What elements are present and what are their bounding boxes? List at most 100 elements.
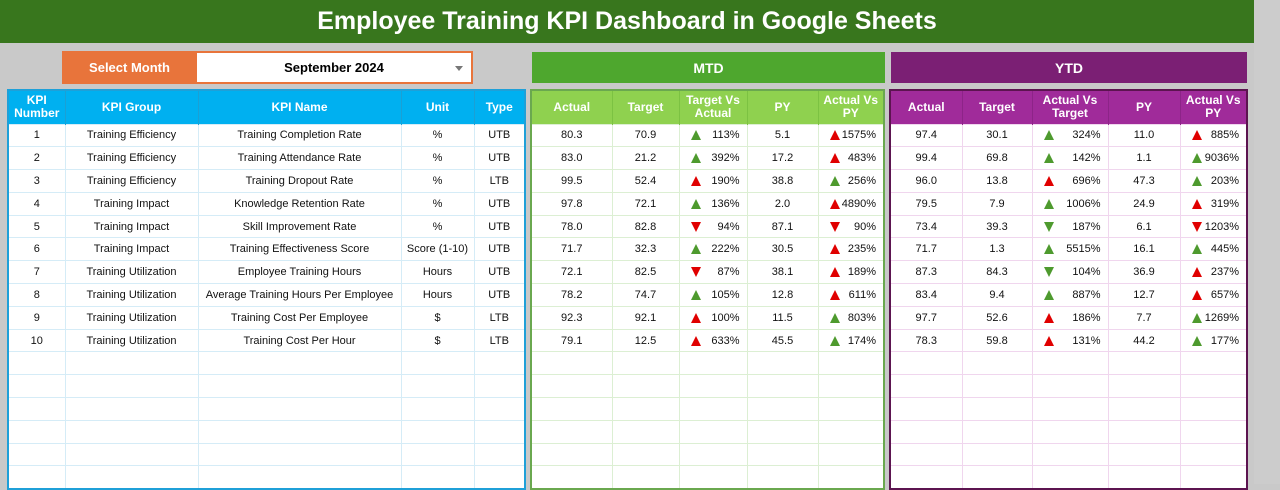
empty-cell[interactable] — [197, 465, 402, 490]
empty-cell[interactable] — [746, 351, 819, 376]
empty-cell[interactable] — [678, 419, 748, 444]
kpi-group-cell[interactable]: Training Utilization — [64, 328, 199, 353]
mtd-actual-cell[interactable]: 71.7 — [530, 237, 613, 262]
empty-cell[interactable] — [7, 442, 66, 467]
mtd-vs-py-cell[interactable]: 174% — [817, 328, 885, 353]
empty-cell[interactable] — [746, 465, 819, 490]
empty-cell[interactable] — [1031, 397, 1109, 421]
kpi-number-cell[interactable]: 7 — [7, 260, 66, 285]
kpi-number-cell[interactable]: 10 — [7, 328, 66, 353]
empty-cell[interactable] — [1179, 397, 1248, 421]
kpi-number-cell[interactable]: 2 — [7, 146, 66, 171]
empty-cell[interactable] — [1107, 397, 1181, 421]
kpi-type-cell[interactable]: UTB — [473, 237, 526, 262]
mtd-vs-target-cell[interactable]: 190% — [678, 169, 748, 193]
empty-cell[interactable] — [611, 397, 680, 421]
empty-cell[interactable] — [400, 374, 475, 399]
mtd-py-cell[interactable]: 38.8 — [746, 169, 819, 193]
ytd-vs-py-cell[interactable]: 1269% — [1179, 305, 1248, 330]
kpi-type-cell[interactable]: LTB — [473, 305, 526, 330]
ytd-target-cell[interactable]: 52.6 — [961, 305, 1033, 330]
empty-cell[interactable] — [1107, 374, 1181, 399]
empty-cell[interactable] — [611, 442, 680, 467]
ytd-py-cell[interactable]: 12.7 — [1107, 283, 1181, 307]
empty-cell[interactable] — [817, 465, 885, 490]
kpi-type-cell[interactable]: UTB — [473, 146, 526, 171]
mtd-actual-cell[interactable]: 72.1 — [530, 260, 613, 285]
mtd-py-cell[interactable]: 12.8 — [746, 283, 819, 307]
mtd-vs-target-cell[interactable]: 222% — [678, 237, 748, 262]
empty-cell[interactable] — [678, 397, 748, 421]
ytd-vs-target-cell[interactable]: 104% — [1031, 260, 1109, 285]
mtd-vs-target-cell[interactable]: 87% — [678, 260, 748, 285]
empty-cell[interactable] — [889, 351, 963, 376]
mtd-actual-cell[interactable]: 80.3 — [530, 123, 613, 148]
ytd-actual-cell[interactable]: 71.7 — [889, 237, 963, 262]
empty-cell[interactable] — [611, 351, 680, 376]
kpi-group-cell[interactable]: Training Impact — [64, 191, 199, 216]
mtd-vs-py-cell[interactable]: 256% — [817, 169, 885, 193]
mtd-target-cell[interactable]: 82.5 — [611, 260, 680, 285]
empty-cell[interactable] — [678, 442, 748, 467]
ytd-vs-py-cell[interactable]: 177% — [1179, 328, 1248, 353]
mtd-vs-target-cell[interactable]: 113% — [678, 123, 748, 148]
ytd-vs-py-cell[interactable]: 445% — [1179, 237, 1248, 262]
empty-cell[interactable] — [64, 374, 199, 399]
kpi-unit-cell[interactable]: Hours — [400, 260, 475, 285]
ytd-py-cell[interactable]: 6.1 — [1107, 214, 1181, 239]
kpi-name-cell[interactable]: Training Completion Rate — [197, 123, 402, 148]
ytd-py-cell[interactable]: 11.0 — [1107, 123, 1181, 148]
empty-cell[interactable] — [197, 374, 402, 399]
mtd-vs-target-cell[interactable]: 100% — [678, 305, 748, 330]
empty-cell[interactable] — [530, 397, 613, 421]
ytd-target-cell[interactable]: 39.3 — [961, 214, 1033, 239]
empty-cell[interactable] — [889, 397, 963, 421]
ytd-actual-cell[interactable]: 79.5 — [889, 191, 963, 216]
ytd-vs-py-cell[interactable]: 9036% — [1179, 146, 1248, 171]
ytd-vs-target-cell[interactable]: 1006% — [1031, 191, 1109, 216]
mtd-vs-target-cell[interactable]: 136% — [678, 191, 748, 216]
empty-cell[interactable] — [678, 351, 748, 376]
empty-cell[interactable] — [64, 465, 199, 490]
ytd-actual-cell[interactable]: 96.0 — [889, 169, 963, 193]
ytd-vs-target-cell[interactable]: 131% — [1031, 328, 1109, 353]
mtd-actual-cell[interactable]: 83.0 — [530, 146, 613, 171]
kpi-type-cell[interactable]: LTB — [473, 169, 526, 193]
kpi-unit-cell[interactable]: $ — [400, 305, 475, 330]
kpi-name-cell[interactable]: Average Training Hours Per Employee — [197, 283, 402, 307]
kpi-unit-cell[interactable]: % — [400, 191, 475, 216]
mtd-vs-py-cell[interactable]: 4890% — [817, 191, 885, 216]
ytd-actual-cell[interactable]: 83.4 — [889, 283, 963, 307]
empty-cell[interactable] — [7, 374, 66, 399]
kpi-name-cell[interactable]: Training Attendance Rate — [197, 146, 402, 171]
kpi-group-cell[interactable]: Training Efficiency — [64, 146, 199, 171]
empty-cell[interactable] — [473, 397, 526, 421]
empty-cell[interactable] — [961, 442, 1033, 467]
kpi-name-cell[interactable]: Training Effectiveness Score — [197, 237, 402, 262]
empty-cell[interactable] — [961, 351, 1033, 376]
empty-cell[interactable] — [197, 442, 402, 467]
ytd-target-cell[interactable]: 1.3 — [961, 237, 1033, 262]
empty-cell[interactable] — [889, 442, 963, 467]
empty-cell[interactable] — [678, 465, 748, 490]
empty-cell[interactable] — [64, 397, 199, 421]
empty-cell[interactable] — [1107, 442, 1181, 467]
empty-cell[interactable] — [530, 419, 613, 444]
mtd-vs-py-cell[interactable]: 1575% — [817, 123, 885, 148]
mtd-actual-cell[interactable]: 78.0 — [530, 214, 613, 239]
mtd-py-cell[interactable]: 2.0 — [746, 191, 819, 216]
kpi-name-cell[interactable]: Training Dropout Rate — [197, 169, 402, 193]
mtd-target-cell[interactable]: 92.1 — [611, 305, 680, 330]
ytd-target-cell[interactable]: 13.8 — [961, 169, 1033, 193]
kpi-group-cell[interactable]: Training Utilization — [64, 305, 199, 330]
kpi-name-cell[interactable]: Employee Training Hours — [197, 260, 402, 285]
ytd-vs-target-cell[interactable]: 142% — [1031, 146, 1109, 171]
empty-cell[interactable] — [1179, 351, 1248, 376]
empty-cell[interactable] — [961, 419, 1033, 444]
empty-cell[interactable] — [530, 374, 613, 399]
kpi-type-cell[interactable]: UTB — [473, 260, 526, 285]
empty-cell[interactable] — [400, 442, 475, 467]
mtd-vs-py-cell[interactable]: 483% — [817, 146, 885, 171]
kpi-type-cell[interactable]: UTB — [473, 214, 526, 239]
mtd-actual-cell[interactable]: 92.3 — [530, 305, 613, 330]
